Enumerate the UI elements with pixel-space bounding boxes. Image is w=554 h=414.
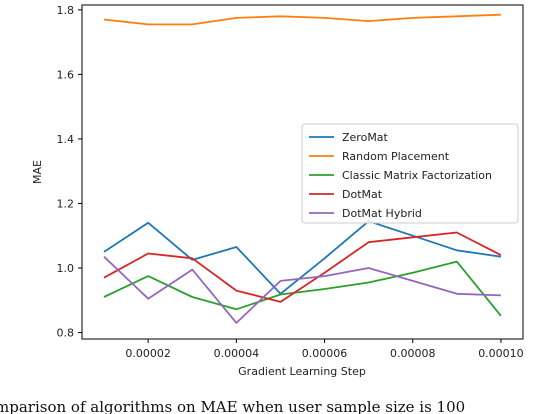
y-tick-label: 1.6 — [57, 68, 75, 81]
x-tick-label: 0.00010 — [478, 347, 524, 360]
y-tick-label: 1.4 — [57, 133, 75, 146]
legend-box — [301, 123, 519, 224]
legend: ZeroMat Random Placement Classic Matrix Fa… — [301, 123, 519, 224]
y-axis-label: MAE — [31, 160, 44, 184]
figure-caption: omparison of algorithms on MAE when user… — [0, 396, 554, 414]
series-line-zeromat — [103, 220, 502, 295]
series-line-dotmat — [103, 231, 502, 303]
series-lines — [103, 13, 502, 324]
mae-line-chart: 0.00002 0.00004 0.00006 0.00008 0.00010 0.8 1… — [31, 4, 524, 378]
x-tick-label: 0.00008 — [390, 347, 436, 360]
caption-text: omparison of algorithms on MAE when user… — [0, 398, 466, 414]
legend-label: DotMat Hybrid — [342, 207, 422, 220]
y-tick-label: 1.8 — [57, 4, 75, 17]
series-line-classic-matrix-factorization — [103, 260, 502, 317]
x-axis-label: Gradient Learning Step — [238, 365, 366, 378]
series-line-random-placement — [103, 13, 501, 26]
y-tick-label: 0.8 — [57, 327, 75, 340]
legend-label: Classic Matrix Factorization — [342, 169, 492, 182]
legend-label: ZeroMat — [342, 131, 389, 144]
y-tick-label: 1.2 — [57, 197, 75, 210]
y-tick-label: 1.0 — [57, 262, 75, 275]
y-axis: 0.8 1.0 1.2 1.4 1.6 1.8 — [57, 4, 82, 340]
x-tick-label: 0.00004 — [214, 347, 260, 360]
x-axis: 0.00002 0.00004 0.00006 0.00008 0.00010 — [125, 339, 524, 360]
x-tick-label: 0.00006 — [302, 347, 348, 360]
series-line-dotmat-hybrid — [103, 256, 501, 324]
x-tick-label: 0.00002 — [125, 347, 171, 360]
legend-label: DotMat — [342, 188, 383, 201]
legend-label: Random Placement — [342, 150, 450, 163]
